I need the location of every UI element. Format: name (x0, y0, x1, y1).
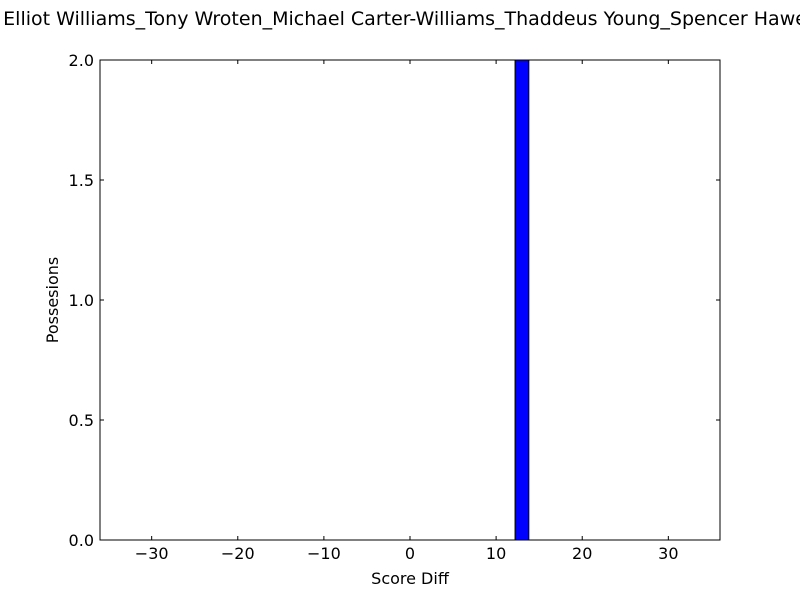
chart-title: Elliot Williams_Tony Wroten_Michael Cart… (3, 8, 800, 30)
x-tick-label: 0 (405, 544, 415, 563)
x-tick-label: −30 (135, 544, 169, 563)
y-tick-label: 0.5 (69, 411, 94, 430)
x-tick-label: 10 (486, 544, 506, 563)
x-axis-label: Score Diff (371, 569, 450, 588)
y-tick-label: 2.0 (69, 51, 94, 70)
x-tick-label: 20 (572, 544, 592, 563)
x-tick-label: −20 (221, 544, 255, 563)
y-tick-label: 1.0 (69, 291, 94, 310)
y-axis-label: Possesions (43, 257, 62, 343)
y-tick-label: 1.5 (69, 171, 94, 190)
x-tick-label: 30 (658, 544, 678, 563)
y-tick-label: 0.0 (69, 531, 94, 550)
bar-0 (514, 59, 530, 541)
x-tick-label: −10 (307, 544, 341, 563)
plot-frame (99, 59, 721, 541)
